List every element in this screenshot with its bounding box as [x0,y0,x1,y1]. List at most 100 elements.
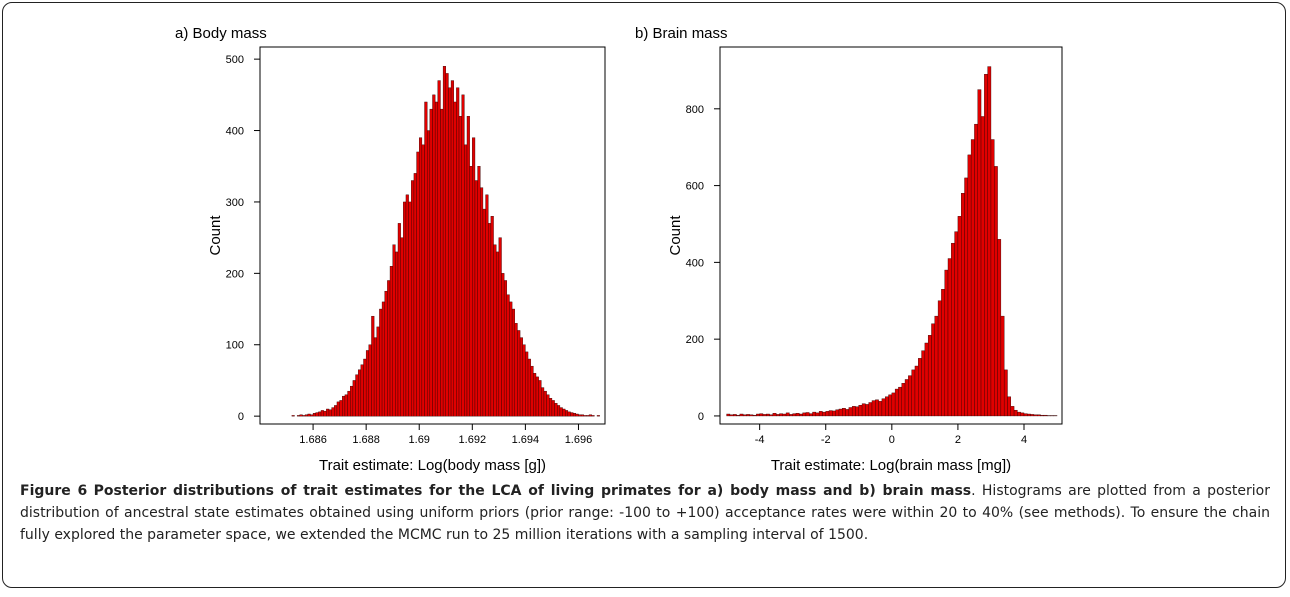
bar [822,411,826,417]
x-axis-label: Trait estimate: Log(body mass [g]) [319,457,546,474]
bar [769,414,774,417]
bar [908,375,912,417]
bar [848,407,853,417]
bar [984,74,988,417]
bar [878,401,883,417]
bar [586,415,590,417]
bar [779,413,783,417]
bar [762,414,767,417]
bar [429,108,433,417]
bar [1023,413,1028,417]
bar [445,73,449,417]
bar [557,405,561,417]
y-tick-label: 200 [226,268,244,280]
x-tick-label: 1.69 [409,434,430,446]
bar [421,144,425,417]
bar [947,258,952,417]
bar [1003,369,1008,417]
bar [575,413,579,417]
y-tick-label: 200 [686,334,704,346]
y-tick-label: 600 [686,181,704,193]
bar [328,409,332,417]
x-axis-label: Trait estimate: Log(brain mass [mg]) [771,457,1011,474]
bar [805,412,810,417]
bar [387,280,391,417]
bar [434,101,439,417]
bar [538,380,542,417]
y-tick-label: 0 [698,411,704,423]
bar [990,139,995,417]
plot-frame [259,46,606,425]
bar [416,151,420,417]
bar [835,409,840,417]
bar [789,414,793,417]
bar [845,409,850,417]
x-tick-label: 4 [1021,434,1027,446]
panel-title: b) Brain mass [635,25,728,42]
bar [511,308,515,417]
bar [501,273,505,417]
plot-frame [719,46,1063,425]
bar [488,223,492,417]
bar [533,373,537,417]
bar [437,80,441,417]
bar [957,216,962,417]
bar [365,350,370,417]
y-axis-label: Count [207,215,224,256]
bar [759,413,764,417]
x-tick-label: 1.686 [299,434,327,446]
bar [1033,414,1038,417]
bar [815,412,820,417]
bar [588,414,592,417]
bar [865,404,869,417]
bar [448,87,452,417]
bar [334,405,338,417]
bar [742,414,747,417]
bar [898,386,902,417]
bar [519,337,523,417]
bar [419,137,423,417]
bar [881,398,886,417]
bar [785,412,790,417]
bar [440,108,444,417]
bar [395,251,399,417]
bar [347,390,351,417]
bar [980,116,985,417]
bar [376,326,380,417]
y-tick-label: 100 [226,340,244,352]
bar [559,407,563,417]
bar [442,66,446,417]
x-tick-label: 1.692 [459,434,487,446]
bar [562,408,566,417]
bar [403,201,407,417]
bar [312,413,316,417]
bar [934,315,939,417]
bar [749,414,754,417]
bar [472,137,476,417]
bar [352,380,356,417]
bar [458,116,462,417]
bar [799,413,803,417]
bar [411,180,415,417]
bar [861,403,866,417]
bar [818,411,823,417]
bar [392,244,396,417]
caption-text: . Histograms are plotted from a posterio… [20,483,1270,543]
bar [453,101,457,417]
bar [456,87,460,417]
bar [578,414,582,417]
bar [987,66,992,417]
bar [371,315,375,417]
bar [729,414,734,417]
bar [961,193,965,417]
y-tick-label: 400 [226,126,244,138]
bar [522,344,526,417]
bar [970,139,975,417]
bar [567,411,571,417]
bar [591,415,595,417]
bar [400,237,404,417]
bar [967,154,972,417]
bar [974,123,978,417]
bar [766,413,770,417]
bar [828,410,833,417]
